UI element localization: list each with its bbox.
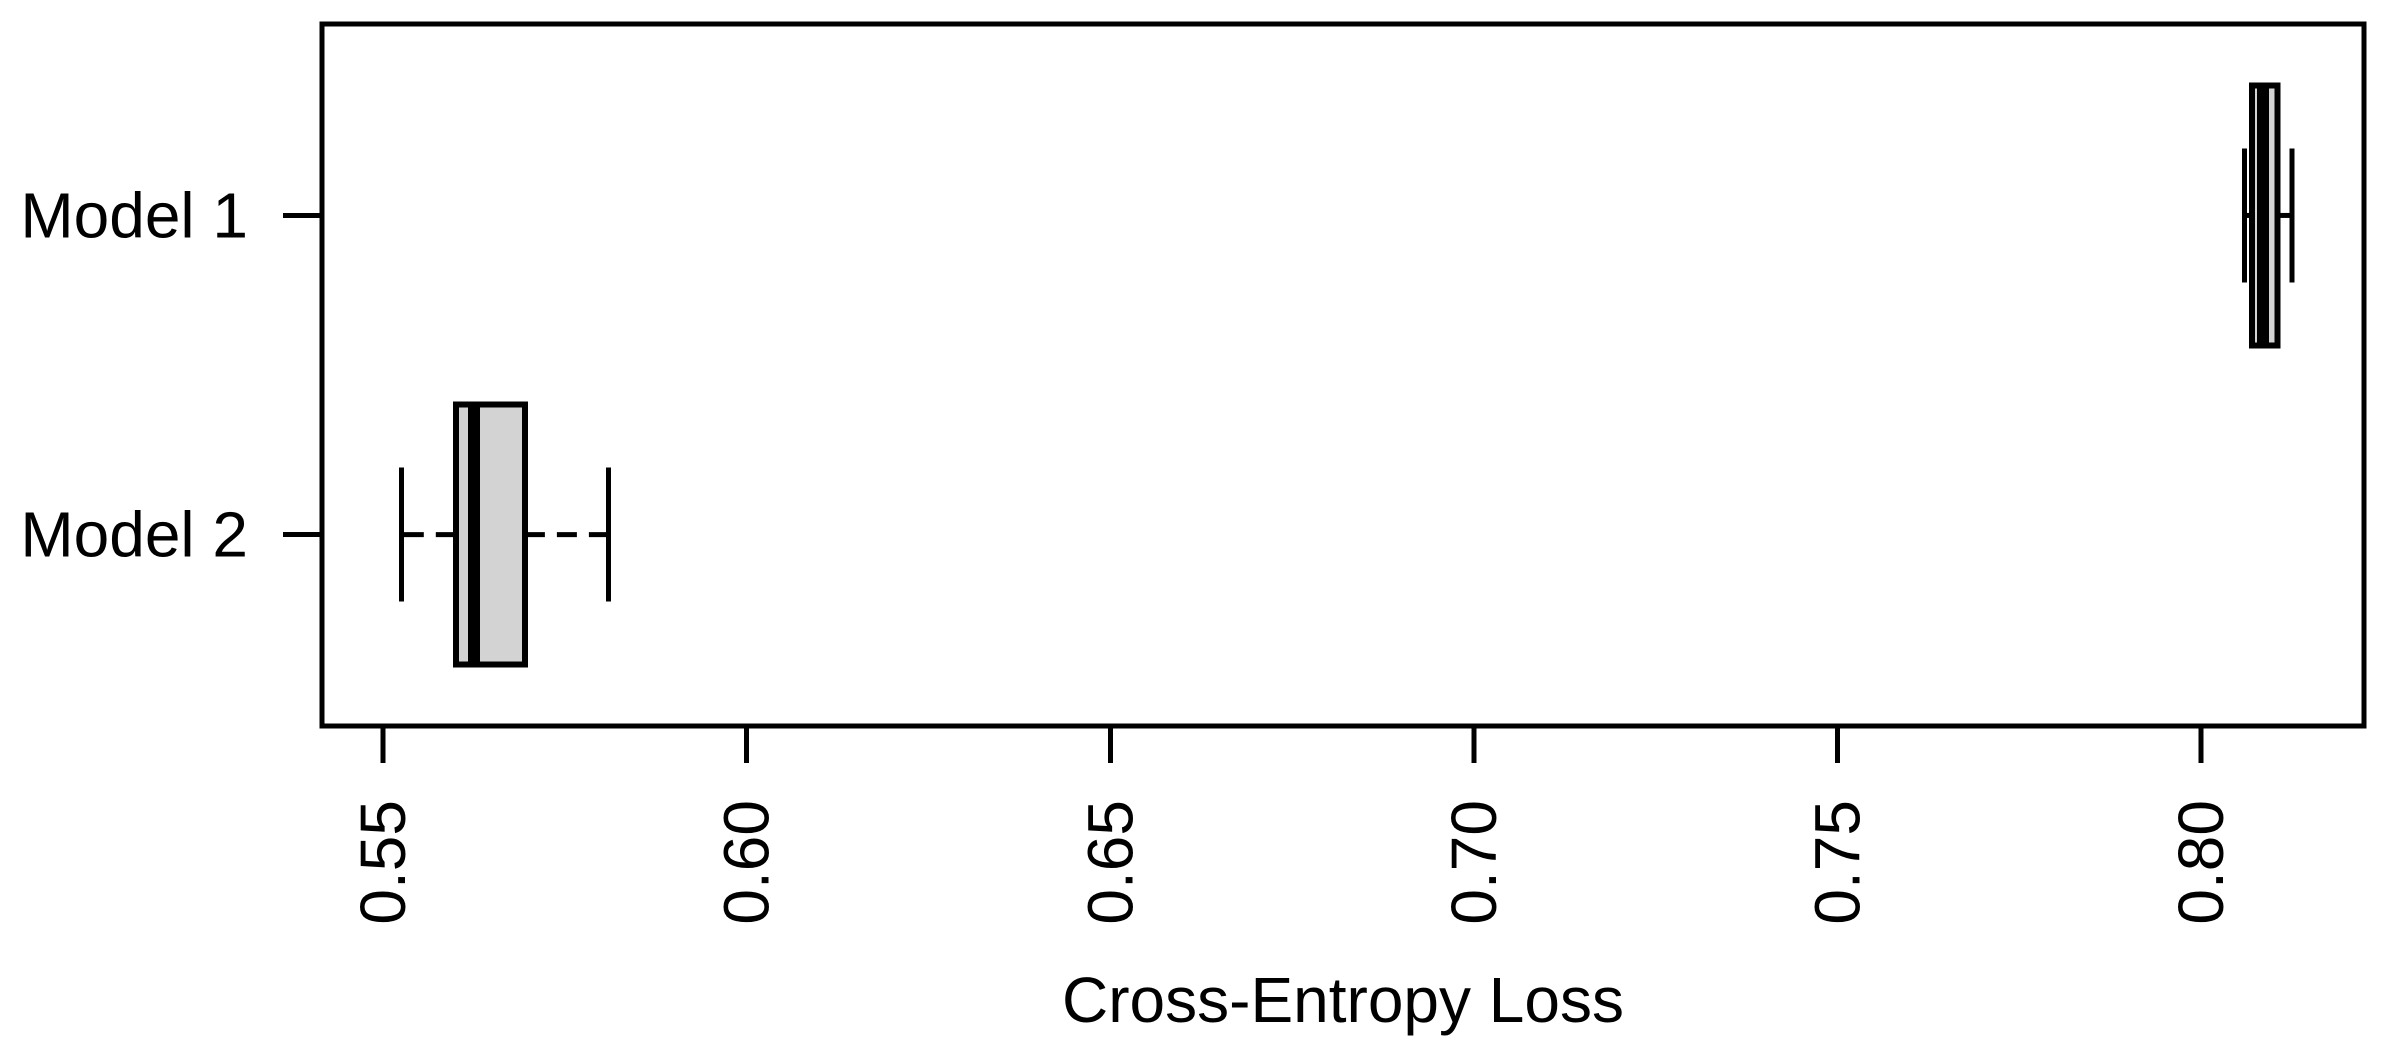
iqr-box-model-2 bbox=[452, 401, 528, 668]
x-axis-tick-label: 0.65 bbox=[1074, 800, 1146, 925]
plot-border bbox=[319, 21, 2367, 729]
x-axis-tick-label: 0.80 bbox=[2165, 800, 2237, 925]
y-axis-label-model-2: Model 2 bbox=[20, 499, 248, 571]
y-axis-label-model-1: Model 1 bbox=[20, 179, 248, 251]
x-axis-tick-label: 0.70 bbox=[1438, 800, 1510, 925]
plot-layer: 0.55 0.60 0.65 0.70 0.75 0.80 Model 1 Model 2 bbox=[20, 21, 2367, 925]
x-axis-tick-label: 0.60 bbox=[711, 800, 783, 925]
x-axis-title: Cross-Entropy Loss bbox=[1062, 964, 1624, 1036]
x-axis-tick-label: 0.75 bbox=[1802, 800, 1874, 925]
x-axis-tick-label: 0.55 bbox=[347, 800, 419, 925]
